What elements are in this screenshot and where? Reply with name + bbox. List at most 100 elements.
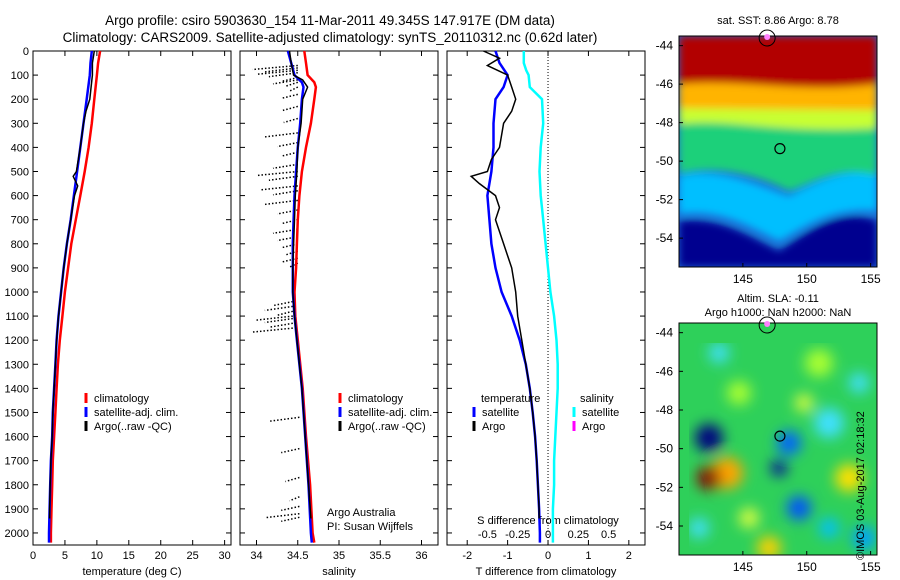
- sst-map-panel: 145 150 155 -44 -46 -48 -50 -52 -54 sat. SST: 8.8…: [656, 15, 881, 286]
- t-difference-argo-line: [469, 50, 540, 519]
- map-title: Altim. SLA: -0.11: [737, 293, 819, 305]
- temperature-series-line: [49, 50, 102, 543]
- difference-panel: -2 -1 0 1 2 T difference from climatology -0.5…: [446, 50, 646, 578]
- sst-band: [679, 79, 877, 110]
- s-difference-line: [522, 51, 559, 543]
- map-y-tick-label: -46: [656, 77, 674, 91]
- legend-entry: satellite: [482, 407, 519, 419]
- y-tick-label: 1200: [5, 335, 29, 347]
- map-title: sat. SST: 8.86 Argo: 8.78: [717, 15, 839, 27]
- y-tick-label: 1700: [5, 456, 29, 468]
- x-axis-label: T difference from climatology: [476, 566, 617, 578]
- map-x-tick-label: 145: [733, 560, 753, 574]
- x-tick-label: 1: [585, 550, 591, 562]
- map-y-tick-label: -46: [656, 364, 674, 378]
- map-y-tick-label: -48: [656, 116, 674, 130]
- annotation-pi: PI: Susan Wijffels: [327, 521, 413, 533]
- plot-frame: [239, 50, 439, 546]
- salinity-series-line: [293, 50, 318, 543]
- sla-blob: [835, 464, 863, 492]
- legend-entry: salinity: [580, 393, 614, 405]
- map-y-tick-label: -48: [656, 403, 674, 417]
- legend-entry: climatology: [348, 393, 404, 405]
- track-marker: [758, 29, 776, 47]
- annotation-argo-australia: Argo Australia: [327, 507, 396, 519]
- x-tick-label: 34: [250, 550, 262, 562]
- map-y-tick-label: -54: [656, 231, 674, 245]
- sla-blob: [757, 536, 781, 555]
- sla-blob: [805, 349, 833, 377]
- temperature-series-line: [48, 50, 96, 519]
- sst-band: [679, 106, 877, 130]
- track-marker-dot: [764, 321, 771, 327]
- map-y-tick-label: -54: [656, 519, 674, 533]
- salinity-panel: 34 34.5 35 35.5 36 salinity climatology satelli…: [239, 50, 439, 578]
- x-tick-label: 36: [415, 550, 427, 562]
- sst-field: [679, 36, 877, 267]
- s-tick-label: 0.25: [568, 529, 589, 541]
- sst-band: [679, 172, 877, 241]
- y-tick-label: 600: [11, 191, 29, 203]
- sla-blob: [777, 431, 801, 455]
- map-subtitle: Argo h1000: NaN h2000: NaN: [705, 307, 852, 319]
- legend-entry: Argo: [482, 421, 505, 433]
- s-tick-label: 0.5: [601, 529, 616, 541]
- x-tick-label: 2: [626, 550, 632, 562]
- legend-entry: satellite-adj. clim.: [348, 407, 432, 419]
- map-x-tick-label: 150: [797, 560, 817, 574]
- sla-blob: [697, 466, 721, 490]
- sla-blob: [709, 343, 729, 363]
- map-frame: [678, 35, 878, 268]
- argo-position-marker: [774, 143, 786, 155]
- sla-blob: [814, 408, 844, 438]
- x-tick-label: 0: [545, 550, 551, 562]
- map-x-tick-label: 150: [797, 272, 817, 286]
- y-tick-label: 2000: [5, 528, 29, 540]
- sla-blob: [787, 496, 811, 520]
- x-tick-label: 5: [62, 550, 68, 562]
- sla-map-panel: 145 150 155 -44 -46 -48 -50 -52 -54 Altim. SLA: -…: [656, 293, 881, 574]
- t-difference-satellite-line: [486, 50, 542, 543]
- plot-frame: [32, 50, 232, 546]
- y-tick-label: 700: [11, 215, 29, 227]
- sla-blob: [852, 526, 876, 550]
- sla-blob: [771, 460, 787, 476]
- legend-entry: Argo(..raw -QC): [94, 421, 172, 433]
- y-tick-label: 200: [11, 94, 29, 106]
- legend-entry: satellite: [582, 407, 619, 419]
- map-x-tick-label: 155: [861, 560, 881, 574]
- sst-band: [679, 119, 877, 191]
- y-tick-label: 1100: [5, 311, 29, 323]
- sla-blob: [695, 424, 723, 452]
- map-y-tick-label: -52: [656, 480, 674, 494]
- x-tick-label: 15: [123, 550, 135, 562]
- y-tick-label: 1300: [5, 359, 29, 371]
- sla-blob: [819, 518, 839, 538]
- sst-band: [679, 36, 877, 88]
- legend-entry: climatology: [94, 393, 150, 405]
- x-tick-label: 10: [91, 550, 103, 562]
- sst-band: [679, 216, 877, 267]
- x-tick-label: 20: [155, 550, 167, 562]
- imos-credit: ©IMOS 03-Aug-2017 02:18:32: [855, 411, 867, 560]
- chart-title-line1: Argo profile: csiro 5903630_154 11-Mar-2…: [105, 13, 555, 28]
- x-tick-label: 0: [30, 550, 36, 562]
- sla-blob: [739, 508, 759, 528]
- map-x-tick-label: 155: [861, 272, 881, 286]
- s-tick-label: 0: [545, 529, 551, 541]
- s-axis-label: S difference from climatology: [477, 515, 619, 527]
- x-tick-label: 35.5: [370, 550, 391, 562]
- temperature-series-line: [47, 50, 94, 543]
- y-tick-label: 0: [23, 46, 29, 58]
- x-axis-label: salinity: [322, 566, 356, 578]
- map-y-tick-label: -44: [656, 326, 674, 340]
- map-frame: [678, 322, 878, 556]
- x-axis-label: temperature (deg C): [82, 566, 181, 578]
- legend-entry: temperature: [481, 393, 540, 405]
- sla-blobs: [689, 343, 876, 555]
- plot-frame: [446, 50, 646, 546]
- map-y-tick-label: -44: [656, 39, 674, 53]
- temperature-panel: 0 5 10 15 20 25 30 temperature (deg C) 0 100 200 30…: [5, 46, 232, 578]
- x-tick-label: -2: [462, 550, 472, 562]
